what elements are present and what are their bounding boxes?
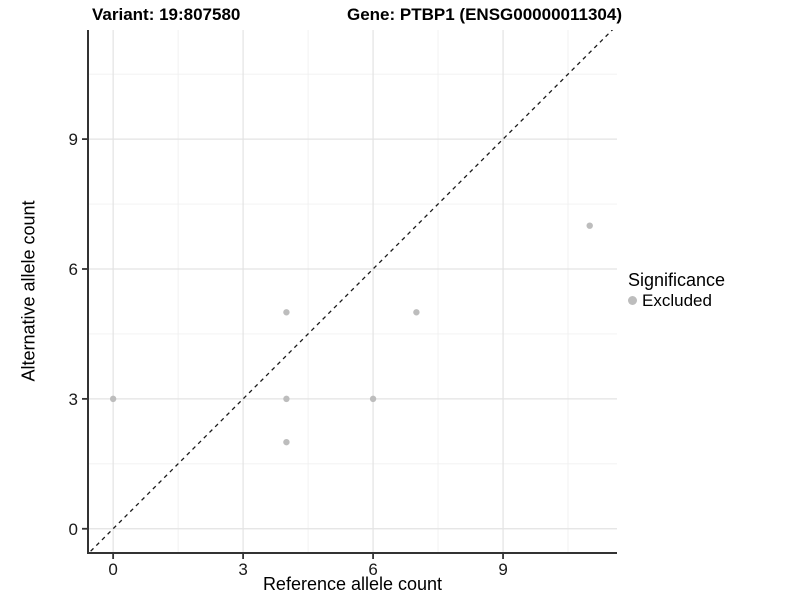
y-tick-label: 6 bbox=[69, 260, 78, 279]
x-tick-label: 9 bbox=[498, 560, 507, 579]
legend-title: Significance bbox=[628, 270, 726, 290]
data-point bbox=[413, 309, 420, 316]
plot-title-gene: Gene: PTBP1 (ENSG00000011304) bbox=[347, 5, 622, 24]
x-tick-label: 6 bbox=[368, 560, 377, 579]
data-point bbox=[109, 395, 117, 403]
y-axis-title: Alternative allele count bbox=[18, 200, 39, 382]
data-point bbox=[283, 395, 290, 403]
legend-item-excluded: Excluded bbox=[628, 291, 725, 310]
y-tick-label: 3 bbox=[69, 390, 78, 409]
legend: Significance Excluded bbox=[628, 270, 725, 310]
x-tick-label: 3 bbox=[238, 560, 247, 579]
data-point bbox=[586, 222, 593, 229]
x-tick-label: 0 bbox=[108, 560, 117, 579]
data-point bbox=[283, 309, 290, 316]
y-tick-label: 0 bbox=[69, 520, 78, 539]
identity-line bbox=[88, 30, 614, 553]
legend-key-dot bbox=[628, 296, 637, 305]
plot-title-variant: Variant: 19:807580 bbox=[92, 5, 241, 24]
y-tick-label: 9 bbox=[69, 130, 78, 149]
data-point bbox=[283, 438, 290, 446]
legend-item-label: Excluded bbox=[642, 291, 712, 310]
data-point bbox=[369, 395, 377, 403]
x-axis-title: Reference allele count bbox=[262, 574, 443, 594]
